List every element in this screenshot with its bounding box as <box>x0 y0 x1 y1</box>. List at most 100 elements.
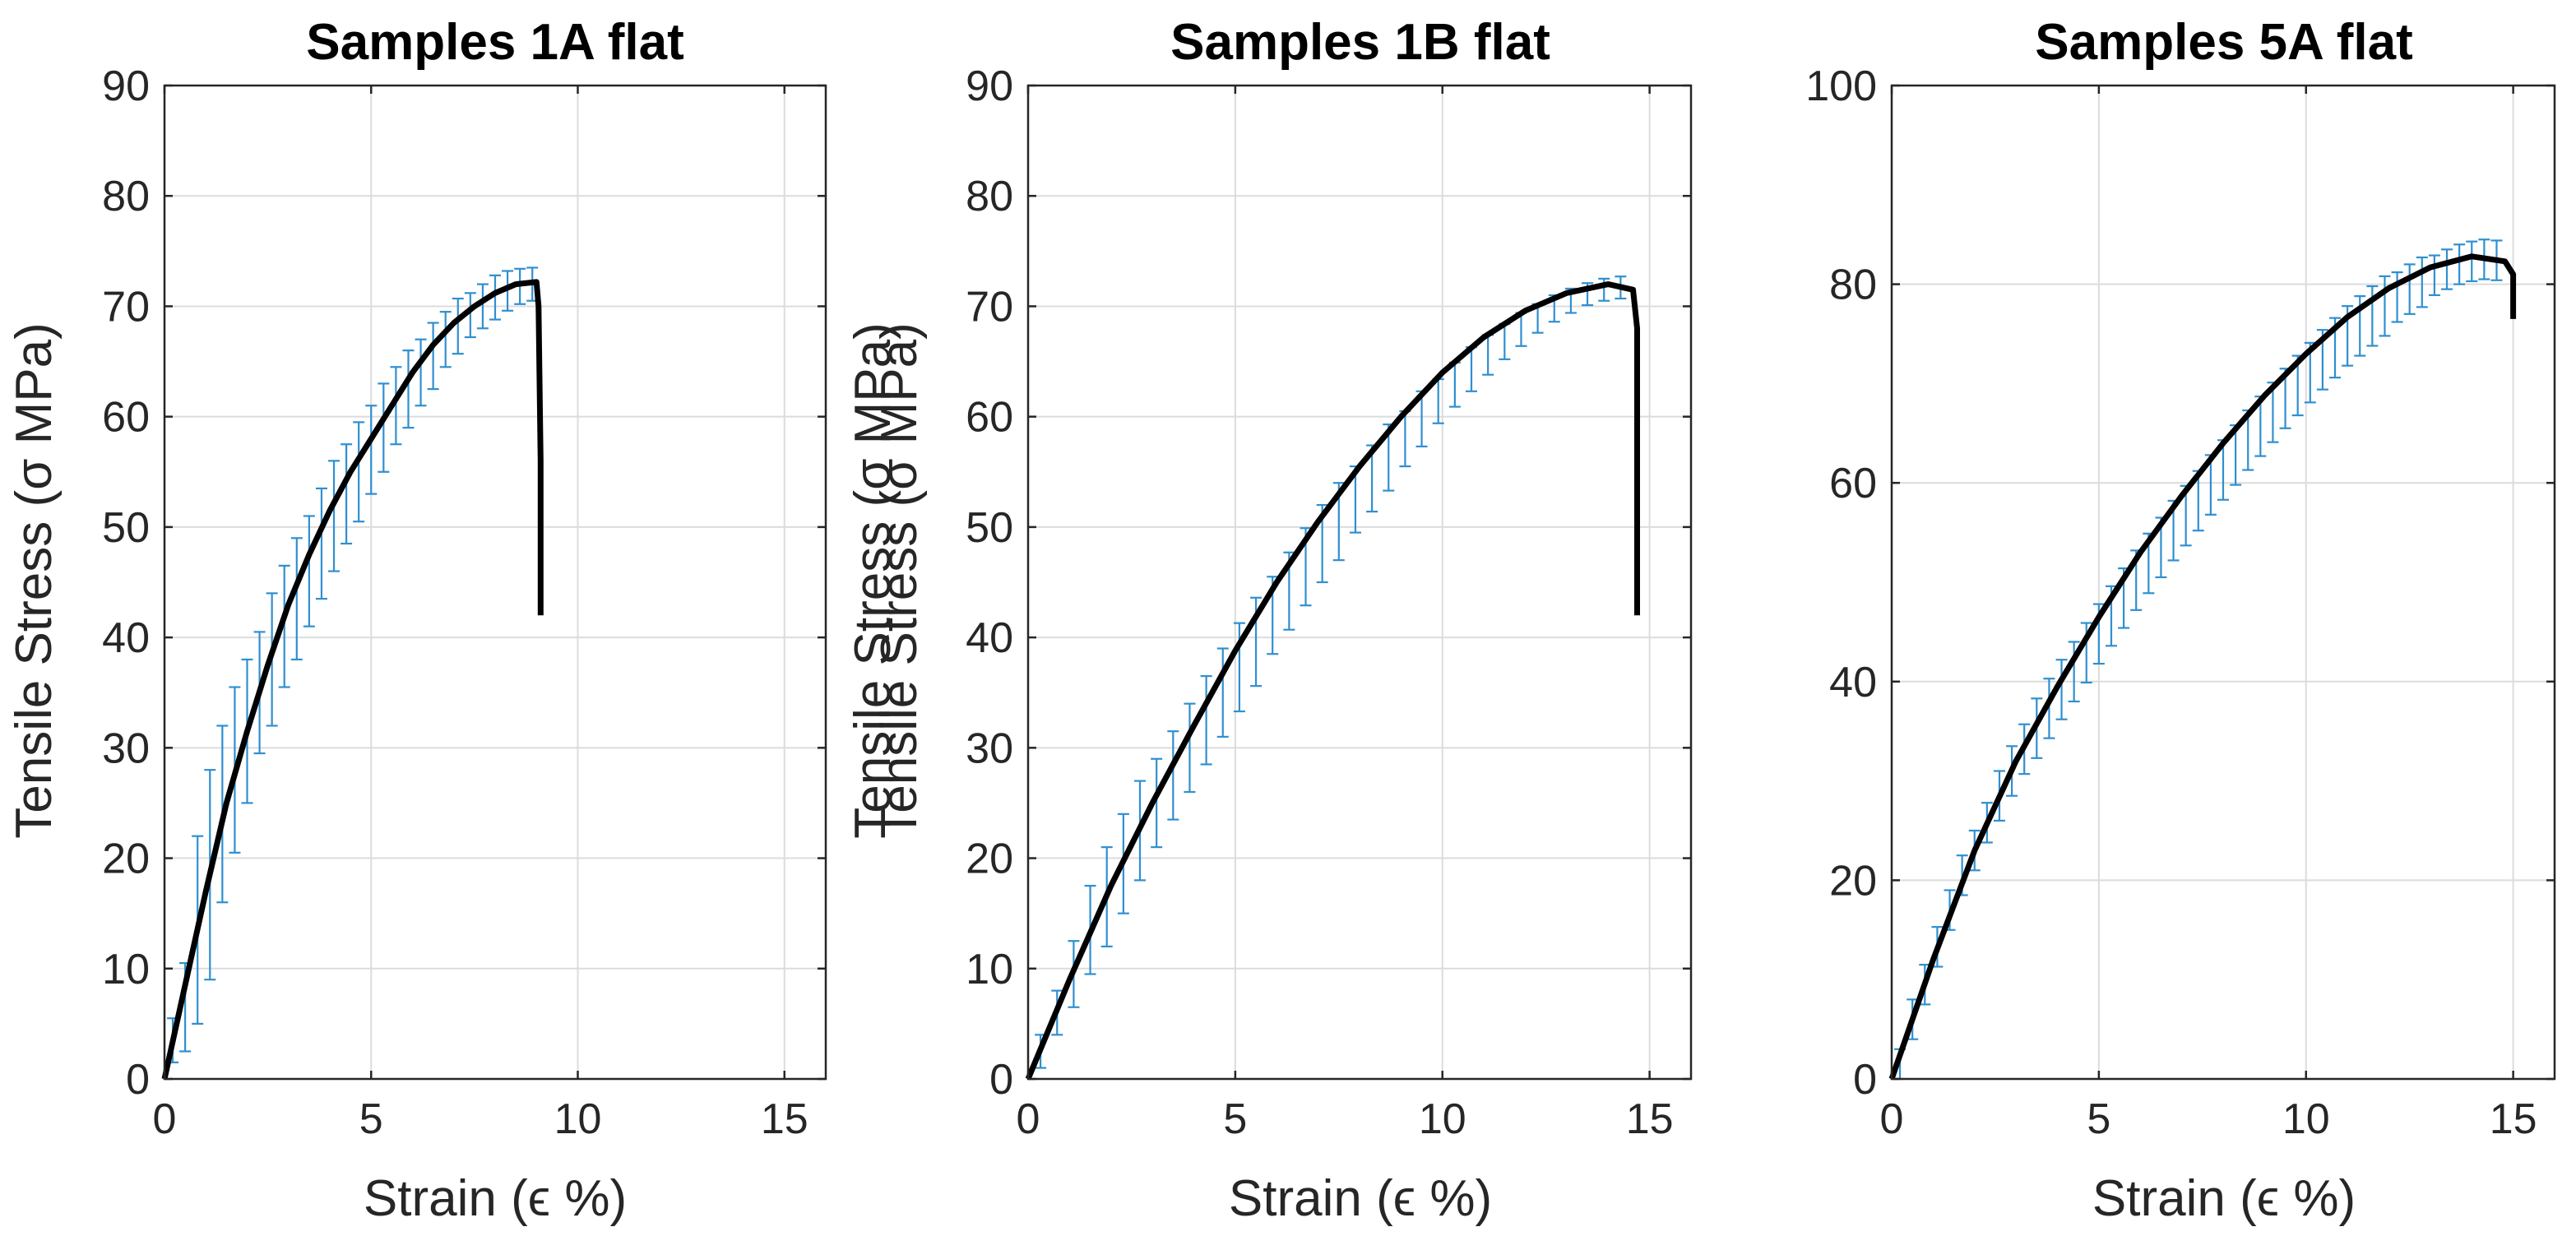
error-bar <box>2366 285 2379 347</box>
y-tick-label: 30 <box>966 725 1013 772</box>
y-tick-label: 50 <box>102 504 150 552</box>
x-tick-label: 0 <box>1017 1095 1040 1143</box>
error-bar <box>402 350 415 429</box>
x-tick-label: 5 <box>359 1095 383 1143</box>
error-bar <box>2416 256 2428 308</box>
y-tick-label: 90 <box>102 62 150 110</box>
y-tick-label: 40 <box>966 614 1013 662</box>
error-bar <box>1216 647 1229 738</box>
error-bar <box>1167 730 1179 821</box>
x-tick-label: 10 <box>1419 1095 1466 1143</box>
x-tick-label: 10 <box>2282 1095 2330 1143</box>
chart-title: Samples 5A flat <box>2035 14 2412 71</box>
error-bar <box>315 487 327 600</box>
x-axis-label: Strain (ϵ %) <box>2092 1170 2356 1227</box>
y-tick-label: 20 <box>1829 857 1877 905</box>
y-axis-label: Tensile Stress (σ MPa) <box>6 322 63 838</box>
y-tick-label: 60 <box>102 394 150 442</box>
axes <box>163 84 827 1081</box>
mean-curve <box>1025 281 1640 1081</box>
error-bar <box>303 515 315 627</box>
axes-frame <box>1026 84 1693 1081</box>
y-axis-label: Tensile Stress (σ MPa) <box>871 322 928 838</box>
y-axis-label: Tensile Stress (σ MPa) <box>845 322 901 838</box>
y-tick-label: 20 <box>966 836 1013 883</box>
error-bar <box>378 382 390 473</box>
x-tick-label: 15 <box>761 1095 808 1143</box>
error-bar <box>2428 254 2440 296</box>
error-bar <box>290 537 303 661</box>
error-bar <box>452 297 464 355</box>
error-bar <box>328 460 341 572</box>
error-bar <box>2466 240 2478 283</box>
error-bar <box>476 283 489 330</box>
error-bar <box>341 443 353 545</box>
error-bar <box>1151 757 1163 849</box>
tick-labels: 0 5 10 15 0 10 20 30 40 50 60 70 80 90 <box>102 62 808 1143</box>
error-bar <box>2043 678 2055 739</box>
chart-title: Samples 1A flat <box>306 14 683 71</box>
y-tick-label: 10 <box>966 946 1013 993</box>
y-tick-label: 100 <box>1805 62 1877 110</box>
axes-frame <box>163 84 827 1081</box>
y-tick-label: 40 <box>1829 659 1877 706</box>
x-tick-label: 5 <box>2087 1095 2110 1143</box>
y-tick-label: 0 <box>989 1056 1013 1104</box>
y-tick-label: 90 <box>966 62 1013 110</box>
chart-panel-1a: Samples 1A flat 0 5 10 15 0 10 20 30 40 50 60 70 80 9… <box>6 14 827 1227</box>
x-axis-label: Strain (ϵ %) <box>364 1170 627 1227</box>
error-bar <box>439 311 452 368</box>
y-tick-label: 70 <box>102 283 150 331</box>
x-tick-label: 15 <box>1626 1095 1674 1143</box>
y-tick-label: 80 <box>102 173 150 220</box>
y-tick-label: 60 <box>1829 460 1877 507</box>
mean-curve <box>1888 253 2517 1081</box>
error-bar <box>2391 271 2403 323</box>
chart-title: Samples 1B flat <box>1170 14 1550 71</box>
error-bar <box>278 564 290 688</box>
error-bar <box>2403 263 2416 315</box>
x-tick-label: 5 <box>1223 1095 1247 1143</box>
axes-frame <box>1890 84 2556 1081</box>
error-bar <box>2441 248 2453 290</box>
error-bar <box>1184 702 1196 794</box>
axes <box>1890 84 2556 1081</box>
x-axis-label: Strain (ϵ %) <box>1229 1170 1492 1227</box>
y-tick-label: 30 <box>102 725 150 772</box>
error-bar <box>2055 659 2068 720</box>
data-marks <box>1888 238 2517 1081</box>
y-tick-label: 0 <box>126 1056 150 1104</box>
y-tick-label: 60 <box>966 394 1013 442</box>
chart-panel-1b: Samples 1B flat 0 5 10 15 0 10 20 30 40 50 60 70 80 9… <box>871 14 1693 1227</box>
data-marks <box>1025 275 1640 1081</box>
y-tick-label: 50 <box>966 504 1013 552</box>
error-bar <box>415 338 427 407</box>
x-tick-label: 10 <box>554 1095 602 1143</box>
error-bar <box>1233 622 1245 713</box>
error-bar <box>1200 674 1212 766</box>
error-bar <box>365 405 378 495</box>
grid-lines <box>1027 85 1691 1080</box>
x-tick-label: 15 <box>2490 1095 2537 1143</box>
tick-labels: 0 5 10 15 0 20 40 60 80 100 <box>1805 62 2537 1143</box>
error-bar <box>2379 275 2391 337</box>
y-tick-label: 10 <box>102 946 150 993</box>
x-tick-label: 0 <box>153 1095 177 1143</box>
mean-curve <box>161 279 544 1080</box>
y-tick-label: 0 <box>1853 1056 1877 1104</box>
y-tick-label: 80 <box>966 173 1013 220</box>
error-bar <box>2453 243 2466 285</box>
y-tick-label: 70 <box>966 283 1013 331</box>
data-marks <box>161 266 544 1080</box>
error-bar <box>489 274 501 321</box>
error-bar <box>2068 641 2080 703</box>
error-bar <box>390 366 402 446</box>
axes <box>1026 84 1693 1081</box>
tick-labels: 0 5 10 15 0 10 20 30 40 50 60 70 80 90 <box>966 62 1673 1143</box>
y-tick-label: 20 <box>102 836 150 883</box>
x-tick-label: 0 <box>1880 1095 1904 1143</box>
error-bar <box>427 322 439 391</box>
